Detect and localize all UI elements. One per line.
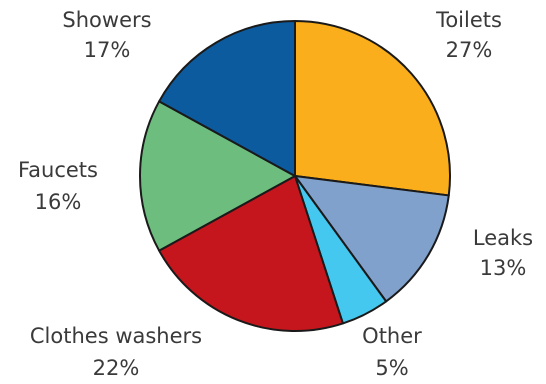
value-leaks: 13%	[480, 256, 527, 280]
label-leaks: Leaks	[473, 226, 533, 250]
slice-clothes-washers	[158, 175, 344, 332]
label-toilets: Toilets	[435, 8, 502, 32]
slice-showers	[158, 20, 296, 177]
label-clothes-washers: Clothes washers	[30, 324, 202, 348]
value-faucets: 16%	[35, 190, 82, 214]
label-other: Other	[362, 324, 422, 348]
slice-leaks	[294, 175, 450, 303]
value-showers: 17%	[84, 38, 131, 62]
slice-toilets	[294, 20, 452, 197]
value-clothes-washers: 22%	[93, 356, 140, 380]
slice-faucets	[138, 100, 296, 252]
value-other: 5%	[375, 356, 408, 380]
label-faucets: Faucets	[18, 158, 98, 182]
label-showers: Showers	[62, 8, 151, 32]
pie-slices	[138, 20, 452, 332]
value-toilets: 27%	[446, 38, 493, 62]
